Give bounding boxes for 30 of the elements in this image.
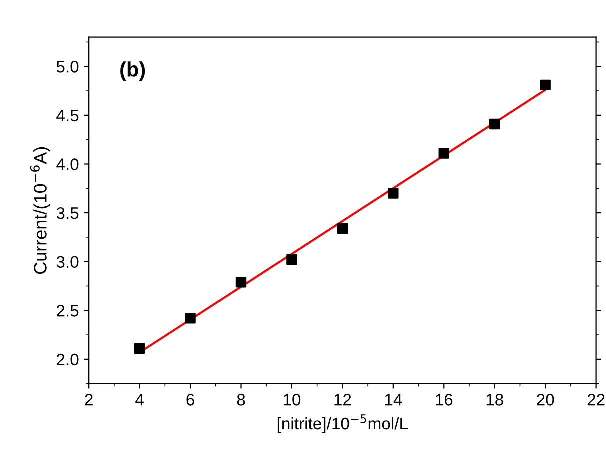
- x-tick-label: 2: [85, 394, 93, 406]
- point: [388, 188, 399, 199]
- x-tick-label: 20: [537, 394, 554, 406]
- x-tick-label: 14: [385, 394, 402, 406]
- x-tick-label: 10: [284, 394, 301, 406]
- point: [337, 223, 348, 234]
- annotation: (b): [120, 62, 146, 82]
- x-tick-label: 12: [334, 394, 352, 406]
- y-tick-label: 3.5: [56, 207, 79, 220]
- y-tick-label: 4.5: [56, 110, 79, 122]
- y-tick-label: 3.0: [56, 256, 79, 268]
- x-tick-label: 18: [486, 394, 504, 406]
- x-axis-title: [nitrite]/10$^{−5}$mol/L: [278, 414, 408, 434]
- x-tick-label: 6: [186, 394, 194, 406]
- point: [236, 276, 247, 288]
- x-tick-label: 22: [588, 394, 605, 406]
- point: [490, 118, 500, 130]
- y-tick-label: 4.0: [56, 158, 79, 170]
- x-tick-label: 16: [436, 394, 453, 406]
- y-tick-label: 5.0: [56, 61, 79, 73]
- y-tick-label: 2.5: [57, 305, 79, 317]
- point: [185, 313, 196, 324]
- x-tick-label: 8: [237, 394, 246, 406]
- point: [286, 254, 298, 266]
- y-axis-title: Current/(10$^{−6}$A): [30, 147, 50, 274]
- point: [540, 80, 551, 91]
- x-tick-label: 4: [136, 394, 144, 406]
- y-tick-label: 2.0: [57, 354, 79, 366]
- point: [438, 148, 450, 159]
- point: [134, 343, 146, 354]
